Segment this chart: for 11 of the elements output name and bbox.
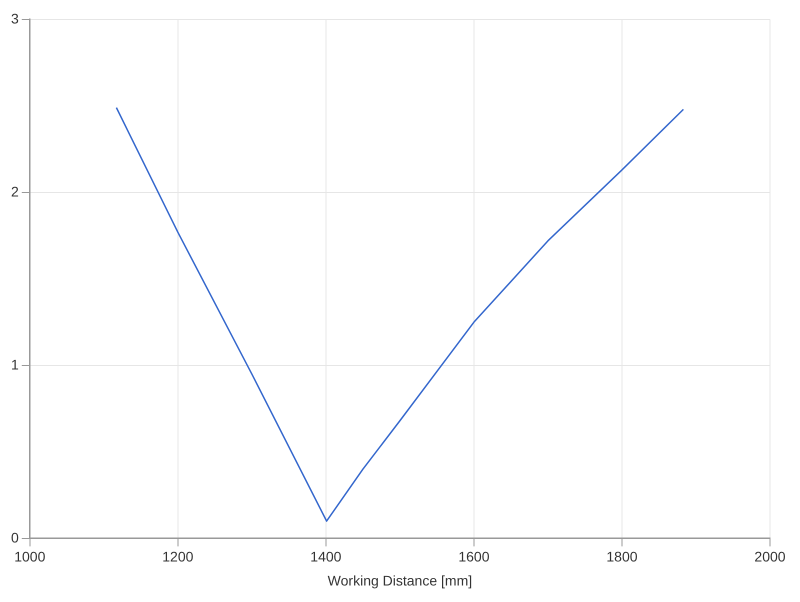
y-tick-label: 1 (10, 356, 19, 372)
y-tick-label: 3 (10, 10, 19, 26)
x-tick-label: 2000 (754, 548, 786, 565)
x-tick-label: 1200 (162, 548, 194, 565)
x-tick-label: 1400 (310, 548, 342, 565)
y-tick-label: 0 (10, 529, 19, 546)
x-tick-label: 1600 (458, 548, 490, 565)
x-tick-label: 1000 (14, 548, 46, 565)
x-axis-title: Working Distance [mm] (328, 572, 472, 588)
x-tick-label: 1800 (606, 548, 638, 565)
y-tick-label: 2 (10, 183, 19, 200)
